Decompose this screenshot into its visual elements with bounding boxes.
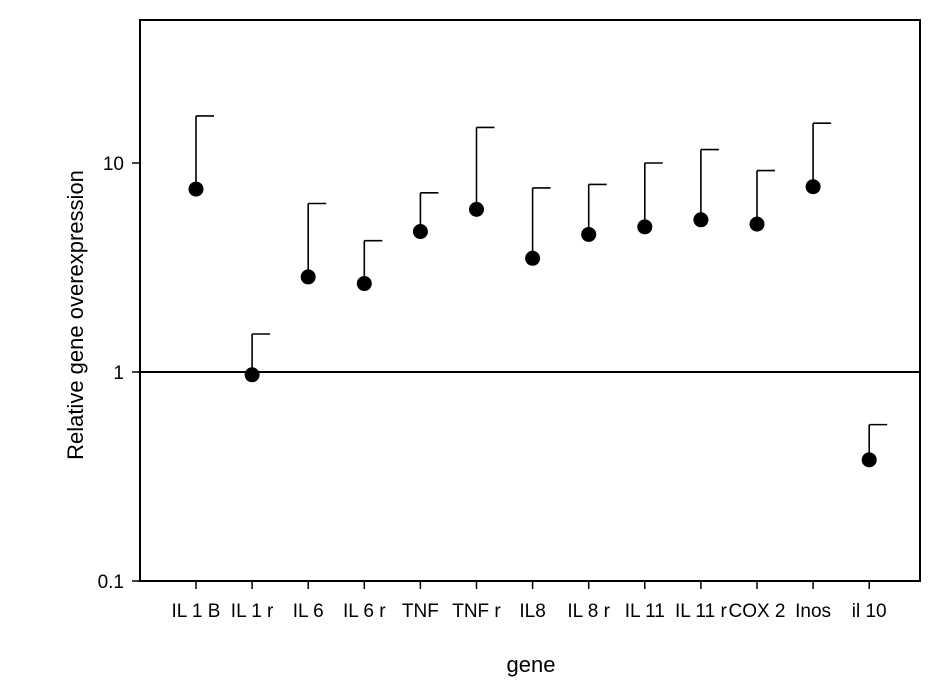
x-tick-label: IL 6 r (343, 601, 386, 622)
x-tick-label: TNF (402, 601, 439, 622)
data-point-layer (188, 179, 877, 468)
x-tick-label: TNF r (452, 601, 501, 622)
y-axis-ticks: 0.1 1 10 (98, 154, 140, 593)
y-tick-label: 10 (103, 154, 124, 175)
x-tick-label: IL 1 r (231, 601, 274, 622)
y-axis-title: Relative gene overexpression (63, 170, 88, 460)
data-point (861, 452, 877, 468)
data-point (637, 219, 653, 235)
data-point (581, 226, 597, 242)
data-point (412, 224, 428, 240)
x-tick-label: IL 1 B (172, 601, 221, 622)
x-tick-label: Inos (795, 601, 831, 622)
x-axis-ticks: IL 1 B IL 1 r IL 6 IL 6 r TNF TNF r IL8 IL 8 r I… (172, 581, 887, 622)
x-tick-label: IL8 (519, 601, 545, 622)
x-tick-label: IL 8 r (567, 601, 610, 622)
x-axis-title: gene (507, 652, 556, 677)
data-point (469, 201, 484, 217)
x-tick-label: IL 11 (625, 601, 665, 622)
data-point (244, 367, 260, 383)
data-point (300, 269, 316, 285)
data-point (749, 216, 765, 232)
y-tick-label: 0.1 (98, 572, 124, 593)
data-point (525, 250, 541, 266)
error-bar-layer (195, 115, 888, 460)
x-tick-label: COX 2 (728, 601, 785, 622)
data-point (356, 276, 372, 292)
plot-frame (139, 19, 921, 582)
data-point (805, 179, 821, 195)
y-tick-label: 1 (113, 363, 124, 384)
data-point (693, 212, 709, 228)
data-point (188, 181, 204, 197)
x-tick-label: IL 11 r (675, 601, 727, 622)
x-tick-label: IL 6 (293, 601, 324, 622)
x-tick-label: il 10 (852, 601, 887, 622)
